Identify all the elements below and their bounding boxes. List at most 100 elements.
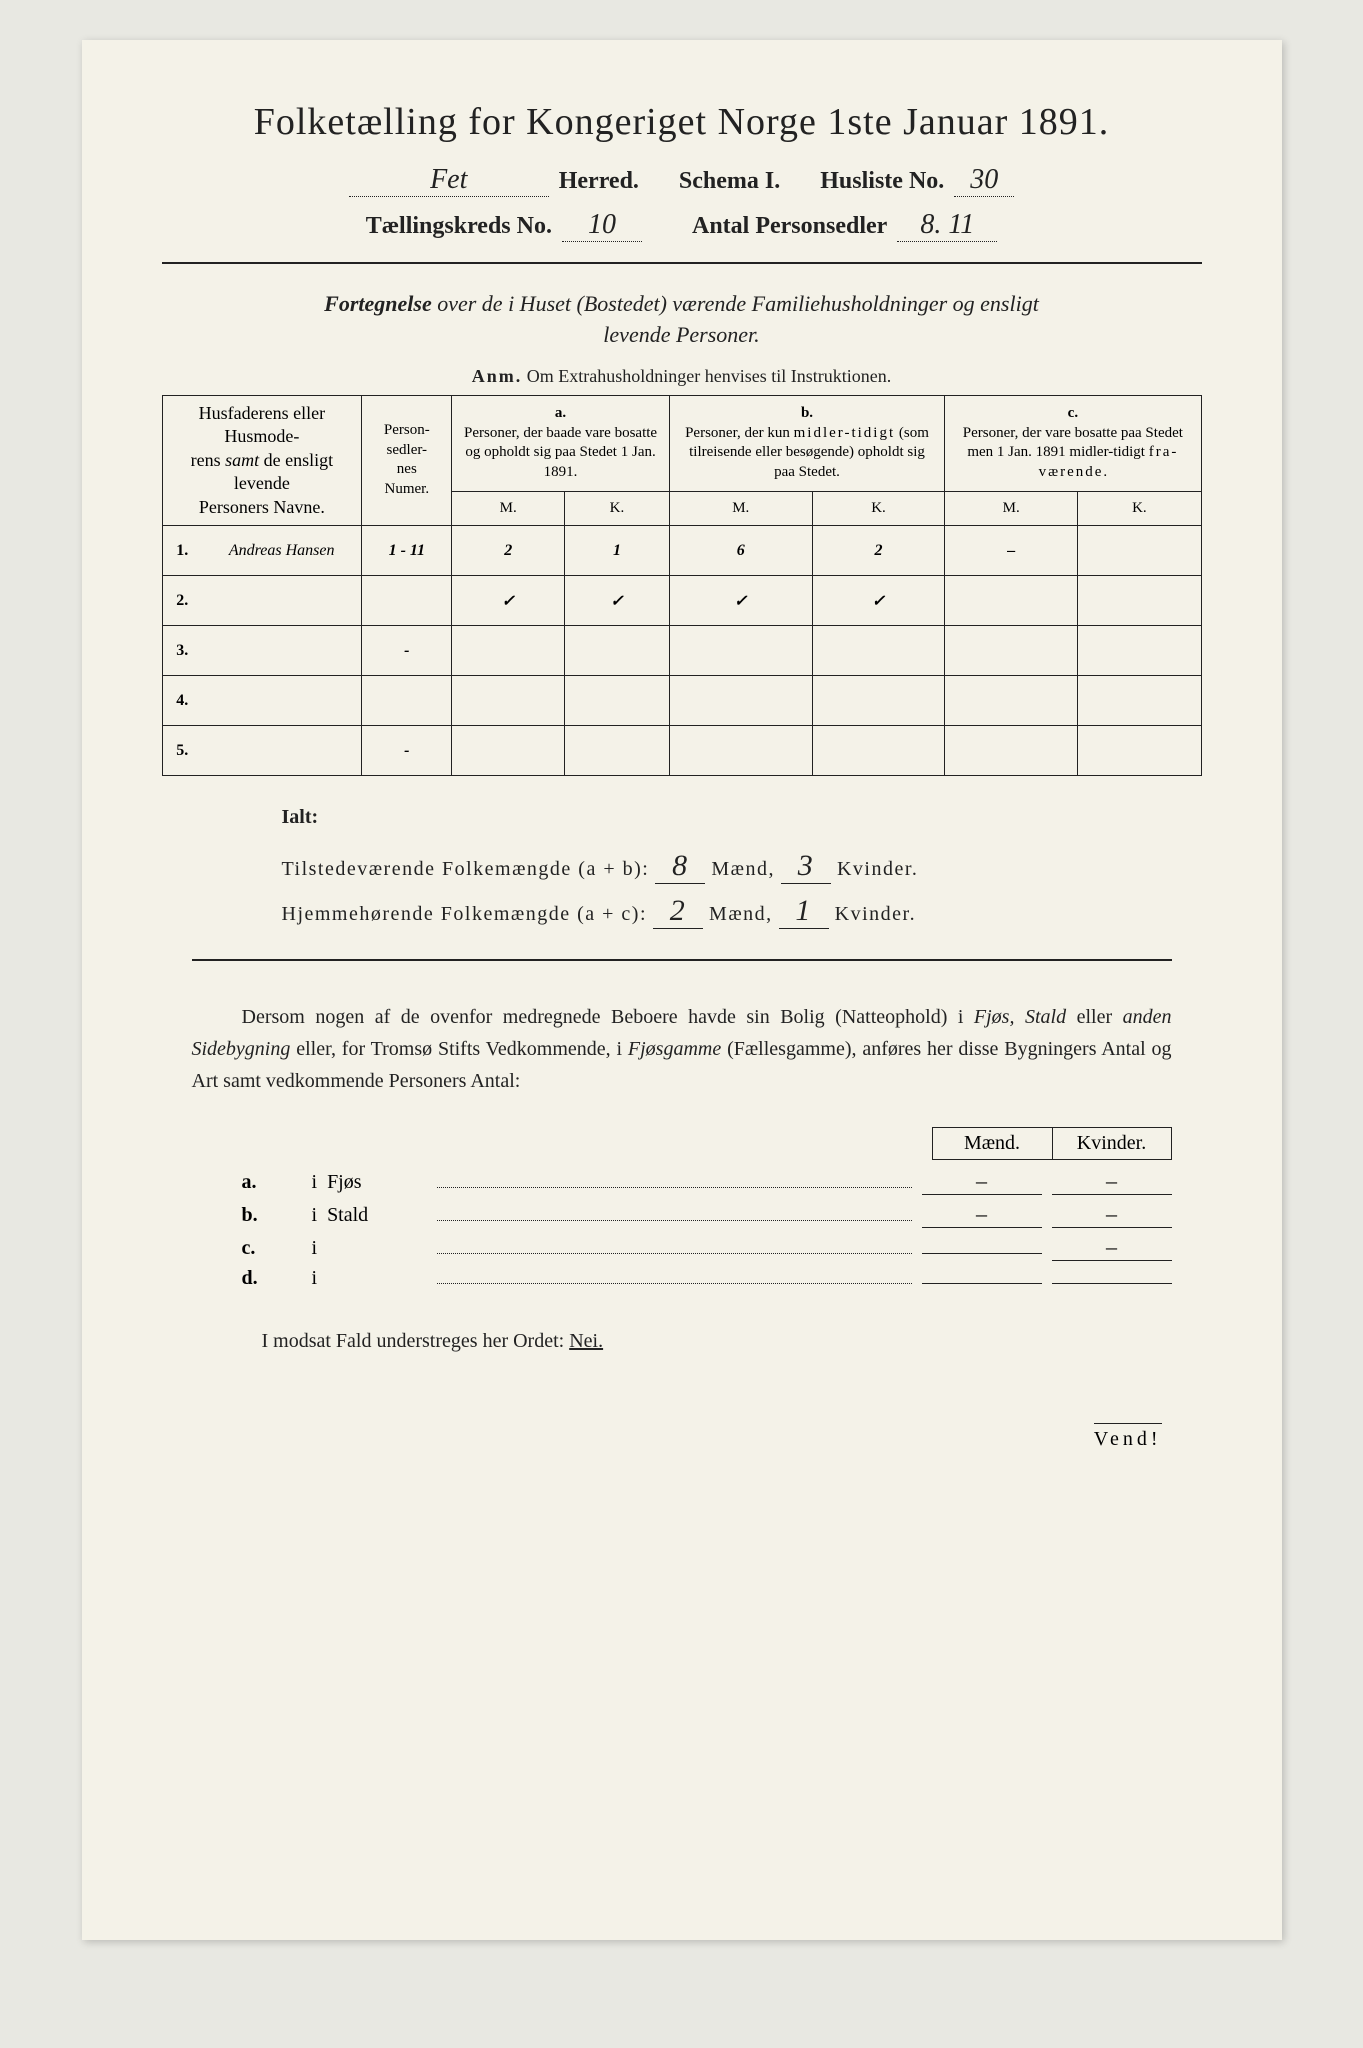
row-number: 5. xyxy=(162,726,202,776)
building-table: Mænd. Kvinder. a. i Fjøs – – b. i Stald … xyxy=(242,1127,1172,1290)
b-k: ✓ xyxy=(812,576,945,626)
main-census-table: Husfaderens eller Husmode-rens samt de e… xyxy=(162,395,1202,777)
c-m xyxy=(945,676,1078,726)
c-m xyxy=(945,576,1078,626)
col-a-header: a. Personer, der baade vare bosatte og o… xyxy=(452,395,669,491)
antal-value: 8. 11 xyxy=(897,209,997,242)
person-name xyxy=(202,576,362,626)
b-k xyxy=(812,626,945,676)
husliste-value: 30 xyxy=(954,164,1014,197)
building-k-val: – xyxy=(1052,1201,1172,1228)
building-label: c. xyxy=(242,1237,302,1260)
row-number: 1. xyxy=(162,526,202,576)
c-k xyxy=(1078,726,1201,776)
page-title: Folketælling for Kongeriget Norge 1ste J… xyxy=(162,100,1202,144)
row-number: 2. xyxy=(162,576,202,626)
building-row: a. i Fjøs – – xyxy=(242,1168,1172,1195)
a-m xyxy=(452,626,565,676)
header-line-2: Tællingskreds No. 10 Antal Personsedler … xyxy=(162,209,1202,242)
building-i: i xyxy=(312,1267,318,1290)
header-line-1: Fet Herred. Schema I. Husliste No. 30 xyxy=(162,164,1202,197)
building-m-val xyxy=(922,1283,1042,1284)
hjemmehorende-line: Hjemmehørende Folkemængde (a + c): 2 Mæn… xyxy=(282,894,1202,929)
building-dots xyxy=(437,1240,911,1254)
b-m xyxy=(669,676,812,726)
c-k xyxy=(1078,676,1201,726)
census-form-page: Folketælling for Kongeriget Norge 1ste J… xyxy=(82,40,1282,1940)
table-row: 5. - xyxy=(162,726,1201,776)
hjemme-m: 2 xyxy=(653,894,703,929)
col-name-header: Husfaderens eller Husmode-rens samt de e… xyxy=(162,395,362,526)
c-m xyxy=(945,726,1078,776)
anm-text: Om Extrahusholdninger henvises til Instr… xyxy=(527,366,891,386)
c-k xyxy=(1078,626,1201,676)
building-m-val xyxy=(922,1253,1042,1254)
subtitle: Fortegnelse over de i Huset (Bostedet) v… xyxy=(162,289,1202,351)
building-m-val: – xyxy=(922,1168,1042,1195)
b-m xyxy=(669,726,812,776)
building-row: c. i – xyxy=(242,1234,1172,1261)
ialt-label: Ialt: xyxy=(282,806,1202,829)
tilstedevaerende-line: Tilstedeværende Folkemængde (a + b): 8 M… xyxy=(282,849,1202,884)
footer-line: I modsat Fald understreges her Ordet: Ne… xyxy=(262,1330,1172,1353)
building-paragraph: Dersom nogen af de ovenfor medregnede Be… xyxy=(192,1001,1172,1097)
person-name xyxy=(202,726,362,776)
building-kvinder-header: Kvinder. xyxy=(1052,1127,1172,1160)
vend-label: Vend! xyxy=(1094,1423,1162,1451)
antal-label: Antal Personsedler xyxy=(692,213,887,240)
herred-value: Fet xyxy=(349,164,549,197)
sedler-num: - xyxy=(362,626,452,676)
tilstede-m: 8 xyxy=(655,849,705,884)
building-i: i xyxy=(312,1237,318,1260)
anm-label: Anm. xyxy=(472,366,523,386)
husliste-label: Husliste No. xyxy=(820,168,944,195)
building-k-val xyxy=(1052,1283,1172,1284)
b-k xyxy=(812,676,945,726)
hjemme-k: 1 xyxy=(779,894,829,929)
building-label: a. xyxy=(242,1171,302,1194)
col-b-header: b. Personer, der kun midler-tidigt (som … xyxy=(669,395,944,491)
col-c-k: K. xyxy=(1078,491,1201,525)
building-i: i xyxy=(312,1204,318,1227)
building-dots xyxy=(437,1207,911,1221)
c-m: – xyxy=(945,526,1078,576)
table-row: 4. xyxy=(162,676,1201,726)
a-k xyxy=(565,676,670,726)
table-row: 1. Andreas Hansen 1 - 11 2 1 6 2 – xyxy=(162,526,1201,576)
footer-nei: Nei. xyxy=(569,1330,603,1352)
table-row: 3. - xyxy=(162,626,1201,676)
col-b-k: K. xyxy=(812,491,945,525)
col-a-k: K. xyxy=(565,491,670,525)
b-m xyxy=(669,626,812,676)
col-c-m: M. xyxy=(945,491,1078,525)
building-type: Stald xyxy=(327,1204,427,1227)
sedler-num: - xyxy=(362,726,452,776)
a-m: 2 xyxy=(452,526,565,576)
sedler-num: 1 - 11 xyxy=(362,526,452,576)
tilstede-k: 3 xyxy=(781,849,831,884)
a-m xyxy=(452,676,565,726)
building-k-val: – xyxy=(1052,1234,1172,1261)
a-k xyxy=(565,726,670,776)
a-m xyxy=(452,726,565,776)
col-b-m: M. xyxy=(669,491,812,525)
building-dots xyxy=(437,1270,911,1284)
sedler-num xyxy=(362,676,452,726)
building-m-val: – xyxy=(922,1201,1042,1228)
b-k xyxy=(812,726,945,776)
building-i: i xyxy=(312,1171,318,1194)
person-name xyxy=(202,626,362,676)
totals-section: Ialt: Tilstedeværende Folkemængde (a + b… xyxy=(282,806,1202,929)
divider-2 xyxy=(192,959,1172,961)
c-m xyxy=(945,626,1078,676)
a-m: ✓ xyxy=(452,576,565,626)
table-row: 2. ✓ ✓ ✓ ✓ xyxy=(162,576,1201,626)
divider-1 xyxy=(162,262,1202,264)
b-m: 6 xyxy=(669,526,812,576)
building-row: d. i xyxy=(242,1267,1172,1290)
annotation-line: Anm. Om Extrahusholdninger henvises til … xyxy=(162,366,1202,387)
row-number: 3. xyxy=(162,626,202,676)
building-label: d. xyxy=(242,1267,302,1290)
sedler-num xyxy=(362,576,452,626)
person-name xyxy=(202,676,362,726)
